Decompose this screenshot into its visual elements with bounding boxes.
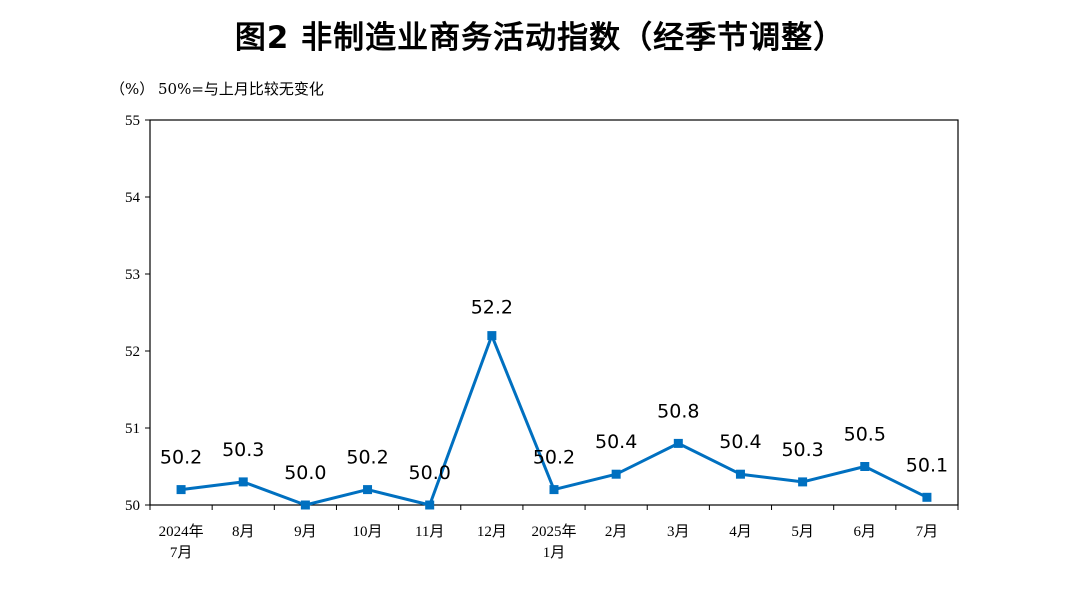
data-label: 50.1: [906, 454, 948, 476]
y-tick-label: 52: [125, 344, 140, 360]
x-tick-label: 2月: [605, 524, 628, 540]
plot-frame: [149, 119, 959, 506]
y-tick-label: 50: [125, 498, 140, 514]
x-tick-label: 2024年: [159, 523, 204, 540]
markers: [176, 331, 932, 510]
data-point: [363, 485, 373, 495]
y-tick-label: 53: [125, 267, 140, 283]
x-tick-label: 7月: [916, 524, 939, 540]
x-tick-label: 11月: [415, 524, 444, 540]
axes: 50 51 52 53 54 55 2024年 7月 8月 9月 10月 11月 12月 2025年 1月 2…: [125, 113, 959, 561]
x-tick-label: 6月: [854, 524, 877, 540]
y-tick-label: 51: [125, 421, 140, 437]
data-point: [176, 485, 186, 495]
data-label: 50.4: [595, 431, 637, 453]
y-tick-label: 54: [125, 190, 141, 206]
data-point: [611, 469, 621, 479]
x-tick-label: 7月: [170, 545, 193, 561]
data-point: [860, 462, 870, 471]
note-label: 50%=与上月比较无变化: [158, 80, 324, 98]
x-tick-label: 12月: [477, 524, 507, 540]
x-tick-label: 10月: [353, 524, 383, 540]
data-point: [487, 331, 497, 341]
data-label: 52.2: [471, 297, 513, 319]
data-point: [735, 469, 745, 479]
data-point: [798, 477, 808, 487]
x-tick-label: 8月: [232, 524, 255, 540]
data-point: [673, 438, 683, 448]
data-labels: 50.2 50.3 50.0 50.2 50.0 52.2 50.2 50.4 50.8 50.4…: [160, 297, 948, 484]
x-tick-label: 1月: [543, 545, 566, 561]
data-label: 50.2: [533, 447, 575, 469]
x-tick-label: 9月: [294, 524, 317, 540]
data-label: 50.0: [284, 462, 326, 484]
x-tick-label: 2025年: [531, 523, 576, 540]
data-label: 50.5: [844, 424, 886, 446]
data-label: 50.3: [222, 439, 264, 461]
data-point: [238, 477, 248, 487]
data-point: [425, 500, 435, 510]
chart-title: 图2 非制造业商务活动指数（经季节调整）: [234, 20, 846, 56]
x-tick-label: 5月: [791, 524, 814, 540]
data-label: 50.2: [160, 447, 202, 469]
x-tick-label: 4月: [729, 524, 752, 540]
data-label: 50.2: [346, 447, 388, 469]
plot-border: [149, 119, 959, 506]
x-tick-label: 3月: [667, 524, 690, 540]
data-label: 50.3: [781, 439, 823, 461]
data-point: [300, 500, 310, 510]
data-point: [549, 485, 559, 495]
unit-label: （%）: [110, 80, 155, 98]
data-label: 50.8: [657, 400, 699, 422]
data-label: 50.0: [409, 462, 451, 484]
y-tick-label: 55: [125, 113, 140, 129]
data-point: [922, 492, 932, 502]
data-label: 50.4: [719, 431, 761, 453]
